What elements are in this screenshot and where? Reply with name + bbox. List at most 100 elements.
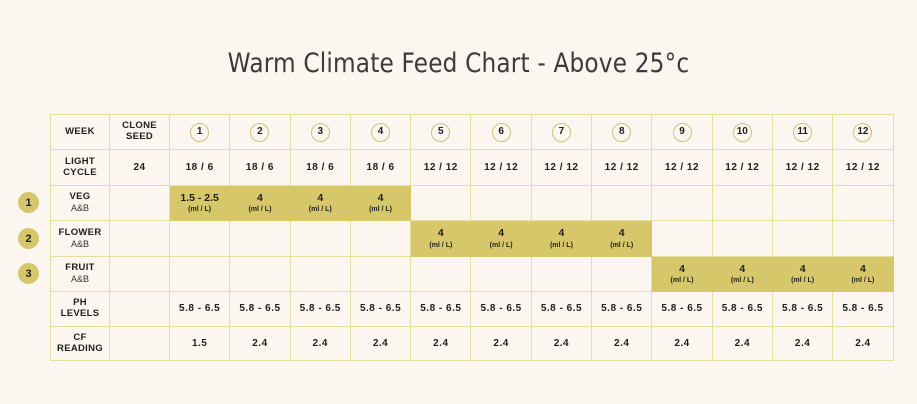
dose-unit: (ml / L): [188, 206, 212, 213]
stage-name: FLOWER: [58, 226, 102, 238]
empty-cell: [772, 221, 834, 257]
stage-name: FRUIT: [65, 262, 95, 274]
stage-name: VEG: [69, 191, 91, 203]
stage-clone-cell: [110, 257, 170, 292]
cf-cell: 2.4: [230, 327, 291, 361]
ph-cell: 5.8 - 6.5: [652, 292, 713, 327]
empty-cell: [531, 257, 593, 292]
ph-cell: 5.8 - 6.5: [290, 292, 351, 327]
dose-unit: (ml / L): [851, 277, 875, 284]
ph-cell: 5.8 - 6.5: [411, 292, 472, 327]
empty-cell: [350, 257, 412, 292]
empty-cell: [712, 186, 773, 221]
stage-label: FLOWER A&B: [50, 221, 110, 257]
light-cycle-cell: 12 / 12: [833, 150, 894, 186]
dose-unit: (ml / L): [670, 277, 694, 284]
empty-cell: [833, 186, 894, 221]
stage-label: FRUIT A&B: [50, 257, 110, 292]
dose-unit: (ml / L): [369, 206, 393, 213]
week-number: 9: [672, 122, 692, 142]
dose-value: 4: [799, 262, 806, 275]
empty-cell: [411, 257, 472, 292]
empty-cell: [652, 186, 713, 221]
ph-cell: 5.8 - 6.5: [712, 292, 773, 327]
dose-unit: (ml / L): [549, 241, 573, 249]
light-cycle-cell: 12 / 12: [411, 150, 472, 186]
ph-clone-cell: [110, 292, 170, 327]
ph-cell: 5.8 - 6.5: [471, 292, 532, 327]
empty-cell: [592, 186, 653, 221]
week-header-cell: 8: [592, 114, 653, 150]
week-header-cell: 3: [290, 114, 351, 150]
week-number: 3: [310, 122, 330, 142]
week-header-cell: 4: [350, 114, 412, 150]
dose-cell: 4 (ml / L): [592, 221, 653, 257]
dose-value: 4: [859, 262, 866, 275]
dose-value: 4: [558, 227, 565, 240]
cf-cell: 2.4: [592, 327, 653, 361]
week-number: 6: [491, 122, 511, 142]
dose-unit: (ml / L): [610, 241, 634, 249]
cf-cell: 2.4: [471, 327, 532, 361]
empty-cell: [290, 221, 351, 257]
empty-cell: [170, 221, 231, 257]
dose-cell: 4 (ml / L): [290, 186, 351, 221]
ph-cell: 5.8 - 6.5: [772, 292, 834, 327]
cf-cell: 2.4: [290, 327, 351, 361]
ph-cell: 5.8 - 6.5: [592, 292, 653, 327]
empty-cell: [531, 186, 593, 221]
week-header-cell: 1: [170, 114, 231, 150]
week-header-cell: 7: [531, 114, 593, 150]
empty-cell: [290, 257, 351, 292]
week-header-cell: 5: [411, 114, 472, 150]
stage-clone-cell: [110, 186, 170, 221]
dose-unit: (ml / L): [791, 277, 815, 284]
cf-cell: 2.4: [411, 327, 472, 361]
stage-sub: A&B: [70, 274, 89, 285]
dose-cell: 4 (ml / L): [411, 221, 472, 257]
light-cycle-cell: 12 / 12: [772, 150, 834, 186]
empty-cell: [350, 221, 412, 257]
week-number: 10: [732, 122, 752, 142]
week-header: WEEK: [50, 114, 110, 150]
ph-levels-label: PH LEVELS: [50, 292, 110, 327]
dose-value: 1.5 - 2.5: [180, 191, 219, 204]
dose-value: 4: [618, 227, 625, 240]
ph-cell: 5.8 - 6.5: [531, 292, 593, 327]
week-number: 12: [853, 122, 873, 142]
clone-seed-header: CLONE SEED: [110, 114, 170, 150]
week-header-cell: 2: [230, 114, 291, 150]
dose-value: 4: [317, 191, 324, 204]
dose-cell: 4 (ml / L): [772, 257, 834, 292]
light-cycle-cell: 18 / 6: [290, 150, 351, 186]
ph-cell: 5.8 - 6.5: [833, 292, 894, 327]
week-number: 7: [551, 122, 571, 142]
dose-unit: (ml / L): [489, 241, 513, 249]
dose-unit: (ml / L): [248, 206, 272, 213]
cf-cell: 1.5: [170, 327, 231, 361]
dose-unit: (ml / L): [730, 277, 754, 284]
empty-cell: [712, 221, 773, 257]
dose-unit: (ml / L): [308, 206, 332, 213]
light-cycle-cell: 12 / 12: [531, 150, 593, 186]
week-header-cell: 10: [712, 114, 773, 150]
light-cycle-cell: 12 / 12: [592, 150, 653, 186]
empty-cell: [833, 221, 894, 257]
dose-value: 4: [739, 262, 746, 275]
week-number: 2: [250, 122, 270, 142]
empty-cell: [230, 221, 291, 257]
dose-unit: (ml / L): [429, 241, 453, 249]
ph-cell: 5.8 - 6.5: [230, 292, 291, 327]
empty-cell: [411, 186, 472, 221]
week-header-cell: 6: [471, 114, 532, 150]
cf-cell: 2.4: [652, 327, 713, 361]
light-cycle-cell: 18 / 6: [350, 150, 412, 186]
light-cycle-cell: 12 / 12: [471, 150, 532, 186]
stage-badge: 2: [18, 228, 39, 249]
week-number: 4: [371, 122, 391, 142]
empty-cell: [652, 221, 713, 257]
cf-cell: 2.4: [531, 327, 593, 361]
ph-cell: 5.8 - 6.5: [170, 292, 231, 327]
stage-label: VEG A&B: [50, 186, 110, 221]
stage-sub: A&B: [70, 238, 89, 249]
